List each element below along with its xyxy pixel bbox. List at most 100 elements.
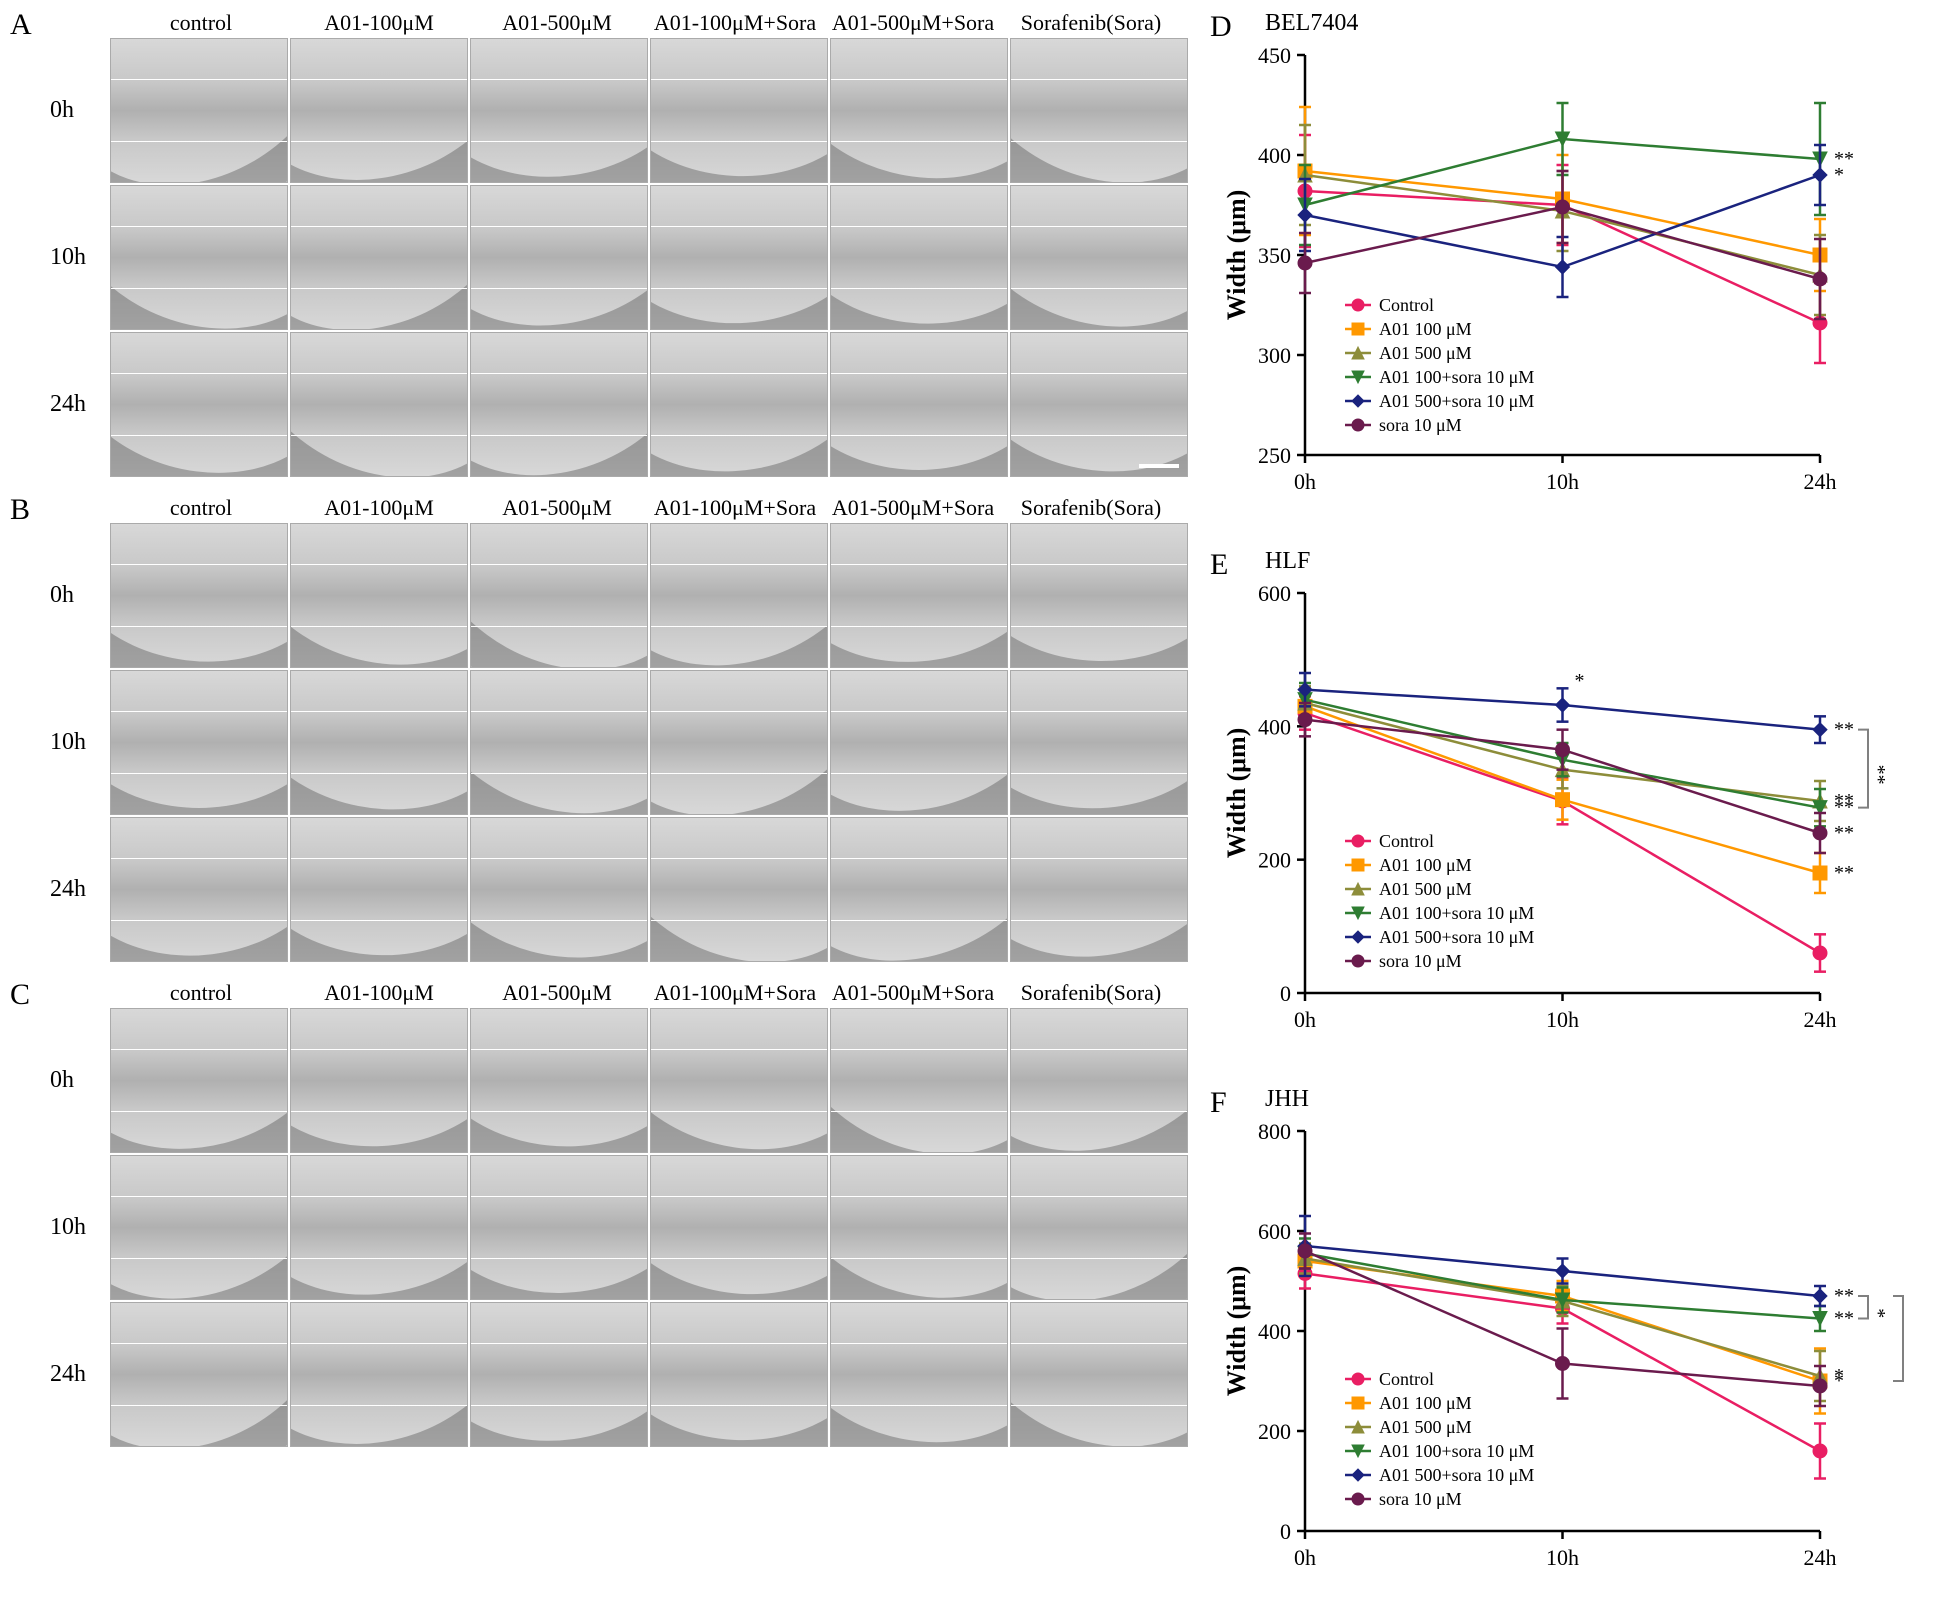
chart-panels: DBEL74042503003504004500h10h24hWidth (μm… xyxy=(1200,0,1946,1619)
marker-circle xyxy=(1813,1444,1827,1458)
y-tick-label: 400 xyxy=(1258,143,1291,168)
image-panel-B: BcontrolA01-100μMA01-500μMA01-100μM+Sora… xyxy=(50,495,1190,962)
legend-label: Control xyxy=(1379,831,1434,851)
micrograph xyxy=(470,185,648,330)
marker-diamond xyxy=(1556,698,1570,712)
image-panel-A: AcontrolA01-100μMA01-500μMA01-100μM+Sora… xyxy=(50,10,1190,477)
marker-circle xyxy=(1556,1357,1570,1371)
panel-letter: D xyxy=(1210,10,1232,44)
micrograph xyxy=(830,670,1008,815)
micrograph xyxy=(650,1008,828,1153)
column-header: control xyxy=(112,10,290,36)
row-label: 24h xyxy=(50,876,110,903)
micrograph xyxy=(470,1155,648,1300)
panel-letter: C xyxy=(10,978,30,1012)
x-tick-label: 10h xyxy=(1546,1545,1579,1570)
y-axis-label: Width (μm) xyxy=(1222,190,1251,321)
column-header: Sorafenib(Sora) xyxy=(1002,10,1180,36)
micrograph xyxy=(290,817,468,962)
panel-letter: B xyxy=(10,493,30,527)
micrograph xyxy=(290,1155,468,1300)
y-tick-label: 600 xyxy=(1258,583,1291,606)
micrograph xyxy=(1010,1155,1188,1300)
image-row: 0h xyxy=(50,1008,1190,1153)
micrograph xyxy=(110,523,288,668)
micrograph xyxy=(830,332,1008,477)
micrograph xyxy=(290,670,468,815)
chart-svg: 02004006000h10h24hWidth (μm)************… xyxy=(1210,583,1910,1053)
column-header: A01-500μM+Sora xyxy=(824,980,1002,1006)
image-panel-C: CcontrolA01-100μMA01-500μMA01-100μM+Sora… xyxy=(50,980,1190,1447)
legend-label: Control xyxy=(1379,1369,1434,1389)
micrograph xyxy=(650,523,828,668)
image-row: 24h xyxy=(50,817,1190,962)
micrograph xyxy=(830,523,1008,668)
image-row: 10h xyxy=(50,670,1190,815)
y-tick-label: 800 xyxy=(1258,1121,1291,1144)
legend-label: A01 100 μM xyxy=(1379,1393,1472,1413)
significance-label: * xyxy=(1867,1308,1889,1318)
column-header: Sorafenib(Sora) xyxy=(1002,495,1180,521)
column-header: A01-500μM+Sora xyxy=(824,495,1002,521)
marker-diamond xyxy=(1556,1264,1570,1278)
x-tick-label: 24h xyxy=(1804,1545,1837,1570)
marker-circle xyxy=(1813,272,1827,286)
row-label: 0h xyxy=(50,582,110,609)
image-row: 0h xyxy=(50,38,1190,183)
marker-circle xyxy=(1298,1244,1312,1258)
y-tick-label: 450 xyxy=(1258,45,1291,68)
chart-panel-F: FJHH02004006008000h10h24hWidth (μm)*****… xyxy=(1210,1086,1926,1606)
marker-square xyxy=(1556,793,1570,807)
column-header: A01-100μM xyxy=(290,980,468,1006)
micrograph xyxy=(650,1302,828,1447)
image-row: 24h xyxy=(50,1302,1190,1447)
scale-bar xyxy=(1139,464,1179,468)
micrograph xyxy=(110,670,288,815)
marker-circle xyxy=(1813,946,1827,960)
micrograph xyxy=(650,185,828,330)
panel-letter: F xyxy=(1210,1086,1227,1120)
marker-square xyxy=(1813,866,1827,880)
micrograph xyxy=(110,1302,288,1447)
marker-diamond xyxy=(1813,723,1827,737)
column-header: Sorafenib(Sora) xyxy=(1002,980,1180,1006)
significance-label: * xyxy=(1834,164,1844,186)
micrograph xyxy=(110,1155,288,1300)
column-header: A01-100μM+Sora xyxy=(646,495,824,521)
image-row: 10h xyxy=(50,185,1190,330)
micrograph xyxy=(110,817,288,962)
micrograph xyxy=(470,670,648,815)
micrograph xyxy=(830,38,1008,183)
legend-label: A01 100 μM xyxy=(1379,855,1472,875)
marker-diamond xyxy=(1298,208,1312,222)
marker-diamond xyxy=(1813,168,1827,182)
image-row: 0h xyxy=(50,523,1190,668)
legend-label: sora 10 μM xyxy=(1379,951,1462,971)
column-headers: controlA01-100μMA01-500μMA01-100μM+SoraA… xyxy=(112,10,1190,36)
significance-bracket xyxy=(1893,1296,1903,1381)
marker-circle xyxy=(1556,743,1570,757)
marker-circle xyxy=(1813,1379,1827,1393)
y-tick-label: 300 xyxy=(1258,343,1291,368)
micrograph xyxy=(470,38,648,183)
x-tick-label: 0h xyxy=(1294,469,1316,494)
marker-circle xyxy=(1813,826,1827,840)
legend-label: sora 10 μM xyxy=(1379,415,1462,435)
chart-panel-D: DBEL74042503003504004500h10h24hWidth (μm… xyxy=(1210,10,1926,530)
micrograph xyxy=(110,38,288,183)
micrograph xyxy=(470,332,648,477)
x-tick-label: 24h xyxy=(1804,1007,1837,1032)
micrograph xyxy=(830,1008,1008,1153)
y-axis-label: Width (μm) xyxy=(1222,728,1251,859)
micrograph xyxy=(1010,817,1188,962)
marker-circle xyxy=(1298,256,1312,270)
legend-label: A01 500+sora 10 μM xyxy=(1379,927,1534,947)
micrograph xyxy=(110,332,288,477)
row-label: 10h xyxy=(50,244,110,271)
marker-diamond xyxy=(1813,1289,1827,1303)
chart-title: HLF xyxy=(1265,548,1310,575)
micrograph xyxy=(1010,38,1188,183)
micrograph xyxy=(290,185,468,330)
image-row: 24h xyxy=(50,332,1190,477)
micrograph xyxy=(470,1302,648,1447)
